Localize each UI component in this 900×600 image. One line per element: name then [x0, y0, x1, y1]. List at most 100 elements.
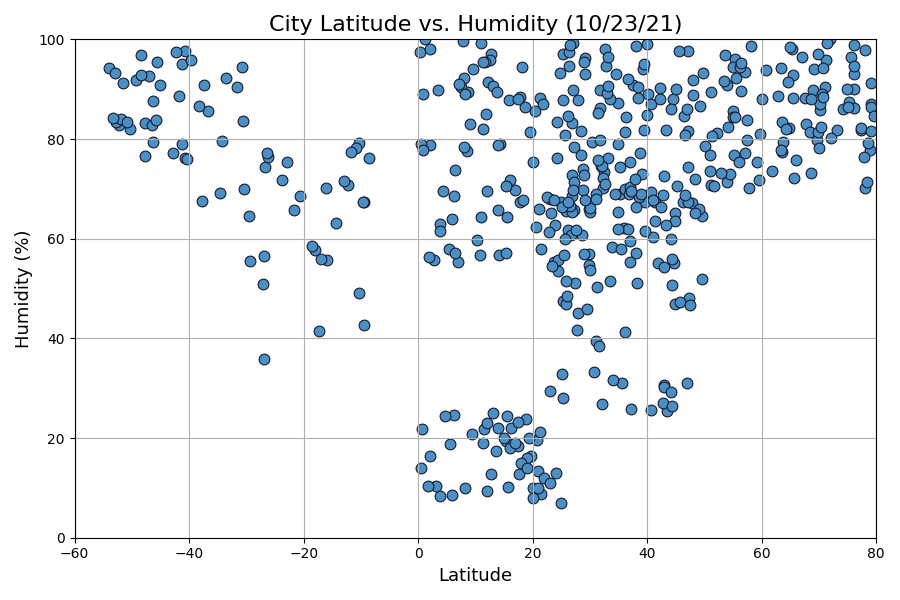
Point — [805, 168, 819, 178]
Point — [665, 401, 680, 410]
Point — [676, 197, 690, 206]
Point — [864, 126, 878, 136]
Point — [616, 224, 631, 233]
Point — [447, 410, 462, 420]
Point — [480, 418, 494, 428]
Point — [458, 89, 473, 98]
Point — [476, 124, 491, 134]
Point — [480, 487, 494, 496]
Point — [755, 94, 770, 103]
Point — [432, 219, 446, 229]
Point — [517, 195, 531, 205]
Point — [362, 153, 376, 163]
Point — [796, 52, 810, 61]
Point — [846, 70, 860, 79]
Point — [442, 244, 456, 254]
Point — [621, 224, 635, 234]
Point — [799, 119, 814, 128]
Point — [565, 170, 580, 179]
Point — [666, 94, 680, 104]
Point — [622, 189, 636, 199]
Point — [726, 112, 741, 122]
Point — [280, 157, 294, 167]
Point — [529, 222, 544, 232]
Point — [702, 150, 716, 160]
Point — [559, 206, 573, 215]
Point — [637, 226, 652, 235]
Point — [591, 108, 606, 118]
Point — [775, 137, 789, 147]
Point — [648, 197, 662, 207]
Point — [782, 124, 796, 133]
Point — [594, 161, 608, 171]
Point — [568, 278, 582, 288]
Point — [781, 77, 796, 86]
Point — [664, 104, 679, 114]
Point — [617, 184, 632, 194]
Point — [613, 189, 627, 199]
Point — [585, 137, 599, 147]
Point — [590, 283, 604, 292]
Point — [546, 257, 561, 266]
Point — [526, 157, 541, 167]
Point — [320, 183, 334, 193]
X-axis label: Latitude: Latitude — [438, 567, 512, 585]
Point — [613, 163, 627, 172]
Point — [502, 175, 517, 185]
Point — [705, 131, 719, 141]
Point — [102, 63, 116, 73]
Point — [554, 203, 569, 212]
Point — [597, 167, 611, 177]
Point — [864, 78, 878, 88]
Point — [569, 226, 583, 235]
Point — [720, 80, 734, 89]
Point — [545, 262, 560, 271]
Point — [499, 248, 513, 258]
Point — [540, 193, 554, 202]
Point — [138, 151, 152, 161]
Point — [554, 197, 569, 207]
Point — [521, 434, 535, 443]
Point — [427, 256, 441, 265]
Point — [201, 106, 215, 115]
Point — [593, 85, 608, 95]
Point — [726, 150, 741, 160]
Point — [587, 368, 601, 377]
Point — [599, 88, 614, 98]
Point — [175, 59, 189, 68]
Point — [797, 93, 812, 103]
Point — [864, 99, 878, 109]
Point — [611, 140, 625, 149]
Point — [526, 483, 540, 493]
Point — [631, 93, 645, 103]
Point — [860, 178, 874, 187]
Point — [502, 95, 517, 105]
Point — [605, 242, 619, 252]
Point — [732, 157, 746, 167]
Point — [551, 266, 565, 276]
Point — [559, 292, 573, 301]
Point — [500, 212, 514, 222]
Point — [576, 164, 590, 173]
Point — [608, 70, 623, 79]
Point — [669, 85, 683, 94]
Point — [681, 197, 696, 207]
Point — [356, 197, 370, 206]
Point — [688, 208, 702, 217]
Point — [646, 196, 661, 205]
Point — [854, 125, 868, 135]
Point — [686, 75, 700, 85]
Point — [133, 50, 148, 60]
Point — [491, 140, 506, 149]
Point — [628, 248, 643, 258]
Point — [344, 147, 358, 157]
Point — [105, 113, 120, 123]
Point — [138, 118, 152, 128]
Point — [577, 58, 591, 67]
Point — [550, 118, 564, 127]
Point — [615, 378, 629, 388]
Point — [716, 77, 731, 86]
Point — [482, 56, 497, 65]
Point — [320, 256, 335, 265]
Point — [818, 82, 832, 92]
